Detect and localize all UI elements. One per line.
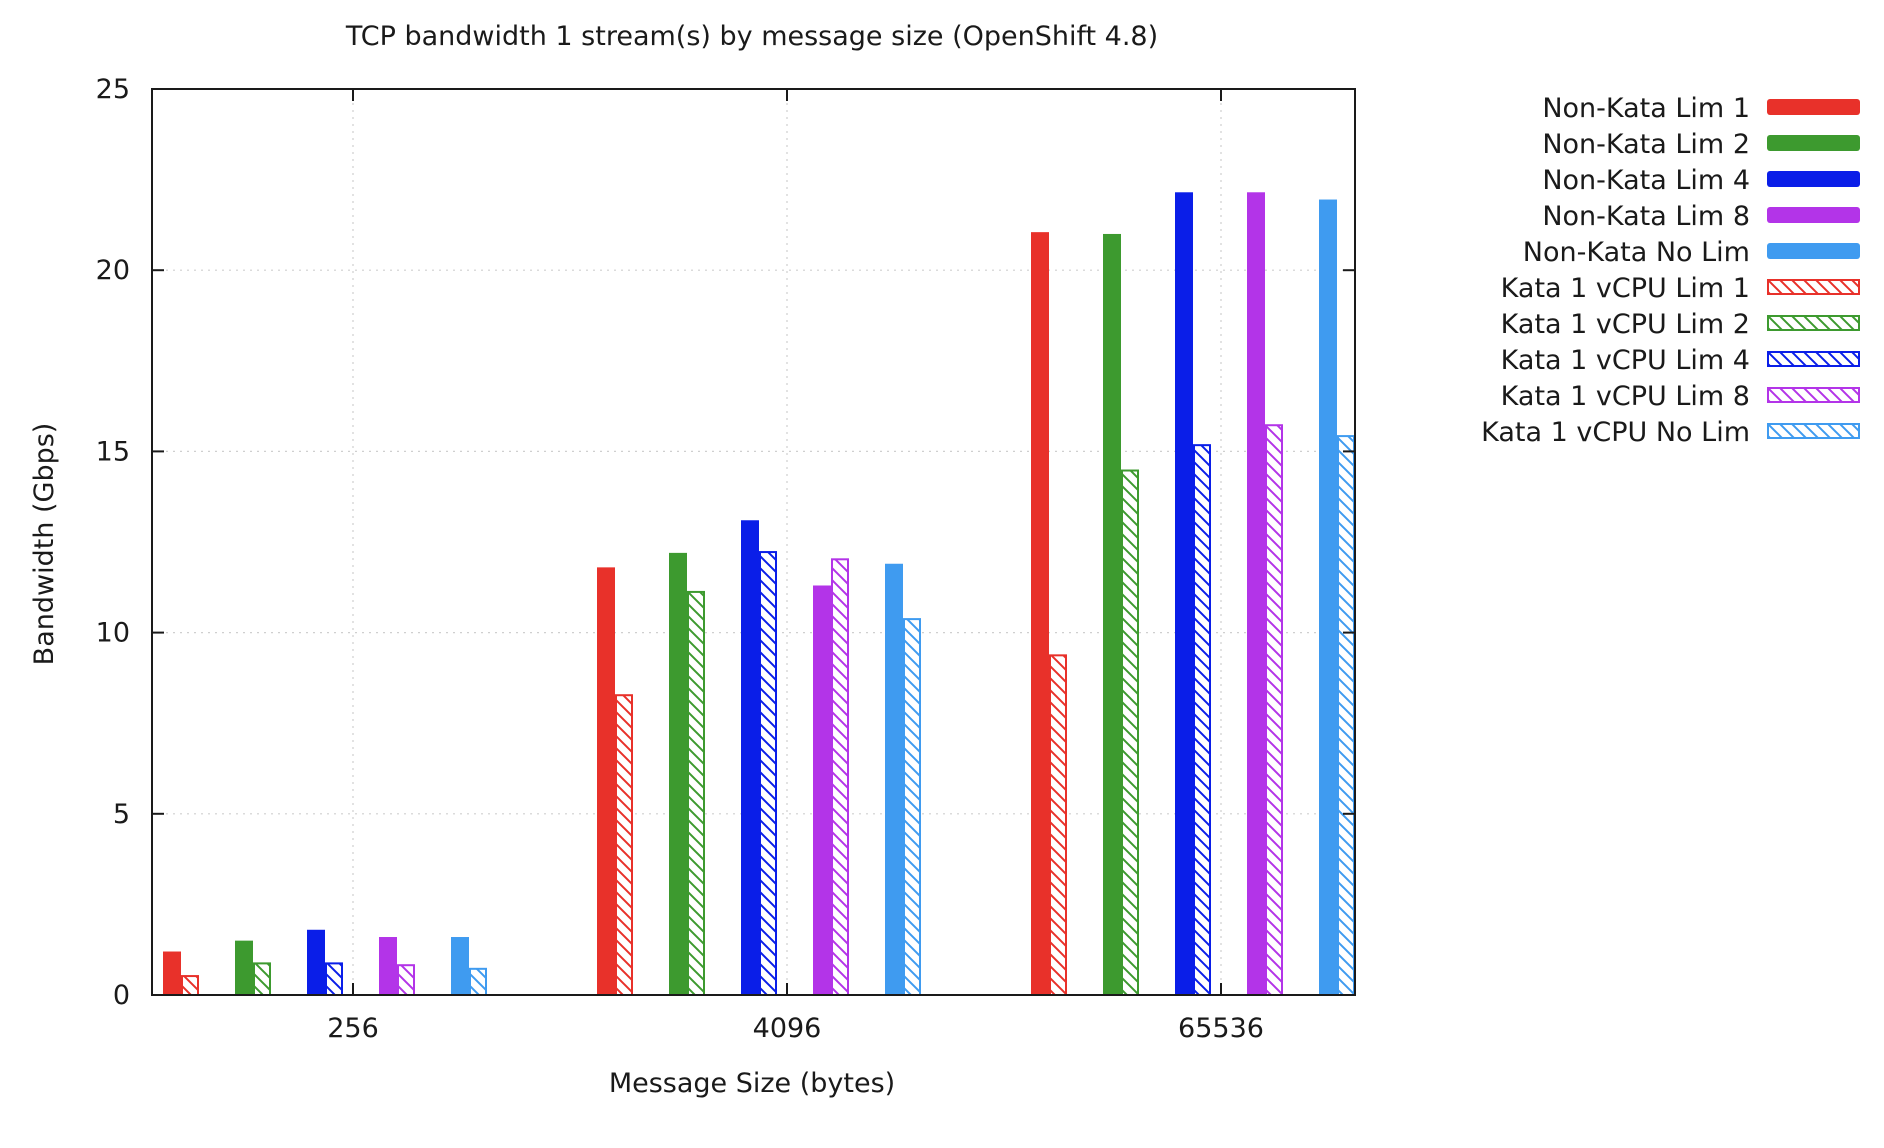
bar-kata-1-vcpu-lim-4-65536 — [1193, 444, 1211, 997]
y-tick-label: 15 — [96, 436, 130, 467]
x-tick-label: 4096 — [753, 1013, 822, 1044]
bar-kata-1-vcpu-no-lim-4096 — [903, 618, 921, 996]
bars — [163, 192, 1355, 997]
bar-non-kata-lim-8-4096 — [813, 585, 831, 995]
bar-kata-1-vcpu-lim-2-4096 — [687, 590, 705, 996]
legend-label: Non-Kata Lim 1 — [1542, 93, 1750, 124]
bar-kata-1-vcpu-lim-8-4096 — [831, 558, 849, 996]
legend-item-kata-1-vcpu-lim-2: Kata 1 vCPU Lim 2 — [1501, 309, 1860, 340]
legend-item-non-kata-lim-1: Non-Kata Lim 1 — [1542, 93, 1860, 124]
legend-label: Non-Kata No Lim — [1523, 237, 1750, 268]
bar-kata-1-vcpu-no-lim-65536 — [1337, 435, 1355, 997]
y-tick-label: 20 — [96, 255, 130, 286]
legend-swatch — [1767, 207, 1860, 223]
bar-kata-1-vcpu-lim-1-256 — [181, 975, 199, 996]
legend-label: Non-Kata Lim 8 — [1542, 201, 1750, 232]
y-tick-label: 5 — [113, 799, 130, 830]
bar-non-kata-lim-2-65536 — [1103, 233, 1121, 995]
bar-kata-1-vcpu-lim-2-256 — [253, 962, 271, 996]
x-axis-label: Message Size (bytes) — [609, 1068, 895, 1099]
legend-item-non-kata-lim-4: Non-Kata Lim 4 — [1542, 165, 1860, 196]
legend-swatch — [1767, 423, 1860, 439]
chart-title: TCP bandwidth 1 stream(s) by message siz… — [345, 21, 1158, 52]
y-tick-label: 10 — [96, 618, 130, 649]
grid-lines — [152, 89, 1355, 995]
bar-non-kata-lim-2-4096 — [669, 552, 687, 995]
y-tick-label: 0 — [113, 980, 130, 1011]
legend: Non-Kata Lim 1 Non-Kata Lim 2 Non-Kata Lim… — [1481, 93, 1860, 448]
legend-label: Kata 1 vCPU Lim 8 — [1501, 381, 1750, 412]
bar-non-kata-lim-4-256 — [307, 929, 325, 995]
bar-non-kata-no-lim-65536 — [1319, 199, 1337, 996]
x-tick-label: 65536 — [1178, 1013, 1264, 1044]
bar-non-kata-lim-8-65536 — [1247, 192, 1265, 995]
legend-item-kata-1-vcpu-lim-8: Kata 1 vCPU Lim 8 — [1501, 381, 1860, 412]
y-tick-label: 25 — [96, 74, 130, 105]
bar-kata-1-vcpu-lim-2-65536 — [1121, 469, 1139, 996]
legend-label: Non-Kata Lim 4 — [1542, 165, 1750, 196]
legend-swatch — [1767, 315, 1860, 331]
legend-swatch — [1767, 171, 1860, 187]
bar-kata-1-vcpu-lim-1-65536 — [1049, 654, 1067, 996]
bar-non-kata-lim-1-256 — [163, 951, 181, 995]
legend-swatch — [1767, 279, 1860, 295]
plot-border — [151, 88, 1356, 996]
y-axis-label: Bandwidth (Gbps) — [29, 423, 60, 666]
legend-swatch — [1767, 387, 1860, 403]
legend-item-kata-1-vcpu-lim-1: Kata 1 vCPU Lim 1 — [1501, 273, 1860, 304]
legend-item-non-kata-lim-2: Non-Kata Lim 2 — [1542, 129, 1860, 160]
bar-kata-1-vcpu-lim-4-4096 — [759, 551, 777, 996]
legend-swatch — [1767, 99, 1860, 115]
bar-kata-1-vcpu-lim-4-256 — [325, 962, 343, 996]
bar-non-kata-lim-4-65536 — [1175, 192, 1193, 995]
legend-swatch — [1767, 243, 1860, 259]
legend-swatch — [1767, 135, 1860, 151]
bar-kata-1-vcpu-lim-8-256 — [397, 964, 415, 996]
bar-non-kata-no-lim-256 — [451, 937, 469, 995]
legend-label: Kata 1 vCPU Lim 4 — [1501, 345, 1750, 376]
x-tick-label: 256 — [327, 1013, 379, 1044]
bar-non-kata-lim-8-256 — [379, 937, 397, 995]
legend-item-kata-1-vcpu-no-lim: Kata 1 vCPU No Lim — [1481, 417, 1860, 448]
legend-label: Kata 1 vCPU Lim 2 — [1501, 309, 1750, 340]
legend-label: Non-Kata Lim 2 — [1542, 129, 1750, 160]
bar-non-kata-lim-1-4096 — [597, 567, 615, 995]
bar-non-kata-no-lim-4096 — [885, 563, 903, 995]
legend-item-non-kata-lim-8: Non-Kata Lim 8 — [1542, 201, 1860, 232]
bar-kata-1-vcpu-no-lim-256 — [469, 967, 487, 997]
bar-kata-1-vcpu-lim-1-4096 — [615, 694, 633, 996]
legend-label: Kata 1 vCPU No Lim — [1481, 417, 1750, 448]
bar-non-kata-lim-4-4096 — [741, 520, 759, 995]
legend-label: Kata 1 vCPU Lim 1 — [1501, 273, 1750, 304]
legend-swatch — [1767, 351, 1860, 367]
legend-item-non-kata-no-lim: Non-Kata No Lim — [1523, 237, 1860, 268]
bar-non-kata-lim-1-65536 — [1031, 232, 1049, 995]
bar-kata-1-vcpu-lim-8-65536 — [1265, 424, 1283, 997]
legend-item-kata-1-vcpu-lim-4: Kata 1 vCPU Lim 4 — [1501, 345, 1860, 376]
axes: 0 5 10 15 20 25 256 4096 65536 — [96, 74, 1356, 1044]
bar-non-kata-lim-2-256 — [235, 940, 253, 995]
